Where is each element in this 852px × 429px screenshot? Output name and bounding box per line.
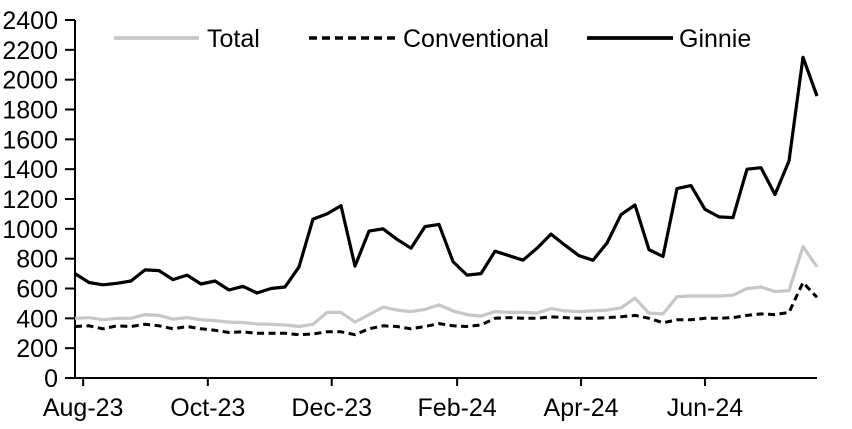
y-axis-tick-label: 1800 xyxy=(2,97,58,125)
axes-layer: 0200400600800100012001400160018002000220… xyxy=(2,7,817,422)
legend-label-conventional: Conventional xyxy=(403,25,549,53)
y-axis-tick-label: 0 xyxy=(44,365,58,393)
series-line-conventional xyxy=(74,281,819,337)
y-axis-tick-label: 2200 xyxy=(2,37,58,65)
x-axis-tick-label: Jun-24 xyxy=(667,394,744,422)
x-axis-tick-label: Oct-23 xyxy=(170,394,245,422)
legend-layer: Total Conventional Ginnie xyxy=(114,25,751,53)
y-axis-tick-label: 800 xyxy=(16,246,58,274)
x-axis-tick-label: Apr-24 xyxy=(544,394,619,422)
y-axis-tick-label: 1600 xyxy=(2,126,58,154)
y-axis-tick-label: 400 xyxy=(16,305,58,333)
series-line-total xyxy=(74,245,819,329)
y-axis-tick-label: 2000 xyxy=(2,67,58,95)
y-axis-tick-label: 1200 xyxy=(2,186,58,214)
legend-label-ginnie: Ginnie xyxy=(679,25,751,53)
x-axis-tick-label: Feb-24 xyxy=(418,394,497,422)
legend-label-total: Total xyxy=(207,25,260,53)
y-axis-tick-label: 600 xyxy=(16,276,58,304)
y-axis-tick-label: 2400 xyxy=(2,7,58,35)
y-axis-tick-label: 1400 xyxy=(2,156,58,184)
y-axis-tick-label: 1000 xyxy=(2,216,58,244)
series-layer xyxy=(74,55,819,337)
x-axis-tick-label: Dec-23 xyxy=(291,394,372,422)
y-axis-tick-label: 200 xyxy=(16,335,58,363)
x-axis-tick-label: Aug-23 xyxy=(43,394,124,422)
series-line-ginnie xyxy=(74,55,819,295)
